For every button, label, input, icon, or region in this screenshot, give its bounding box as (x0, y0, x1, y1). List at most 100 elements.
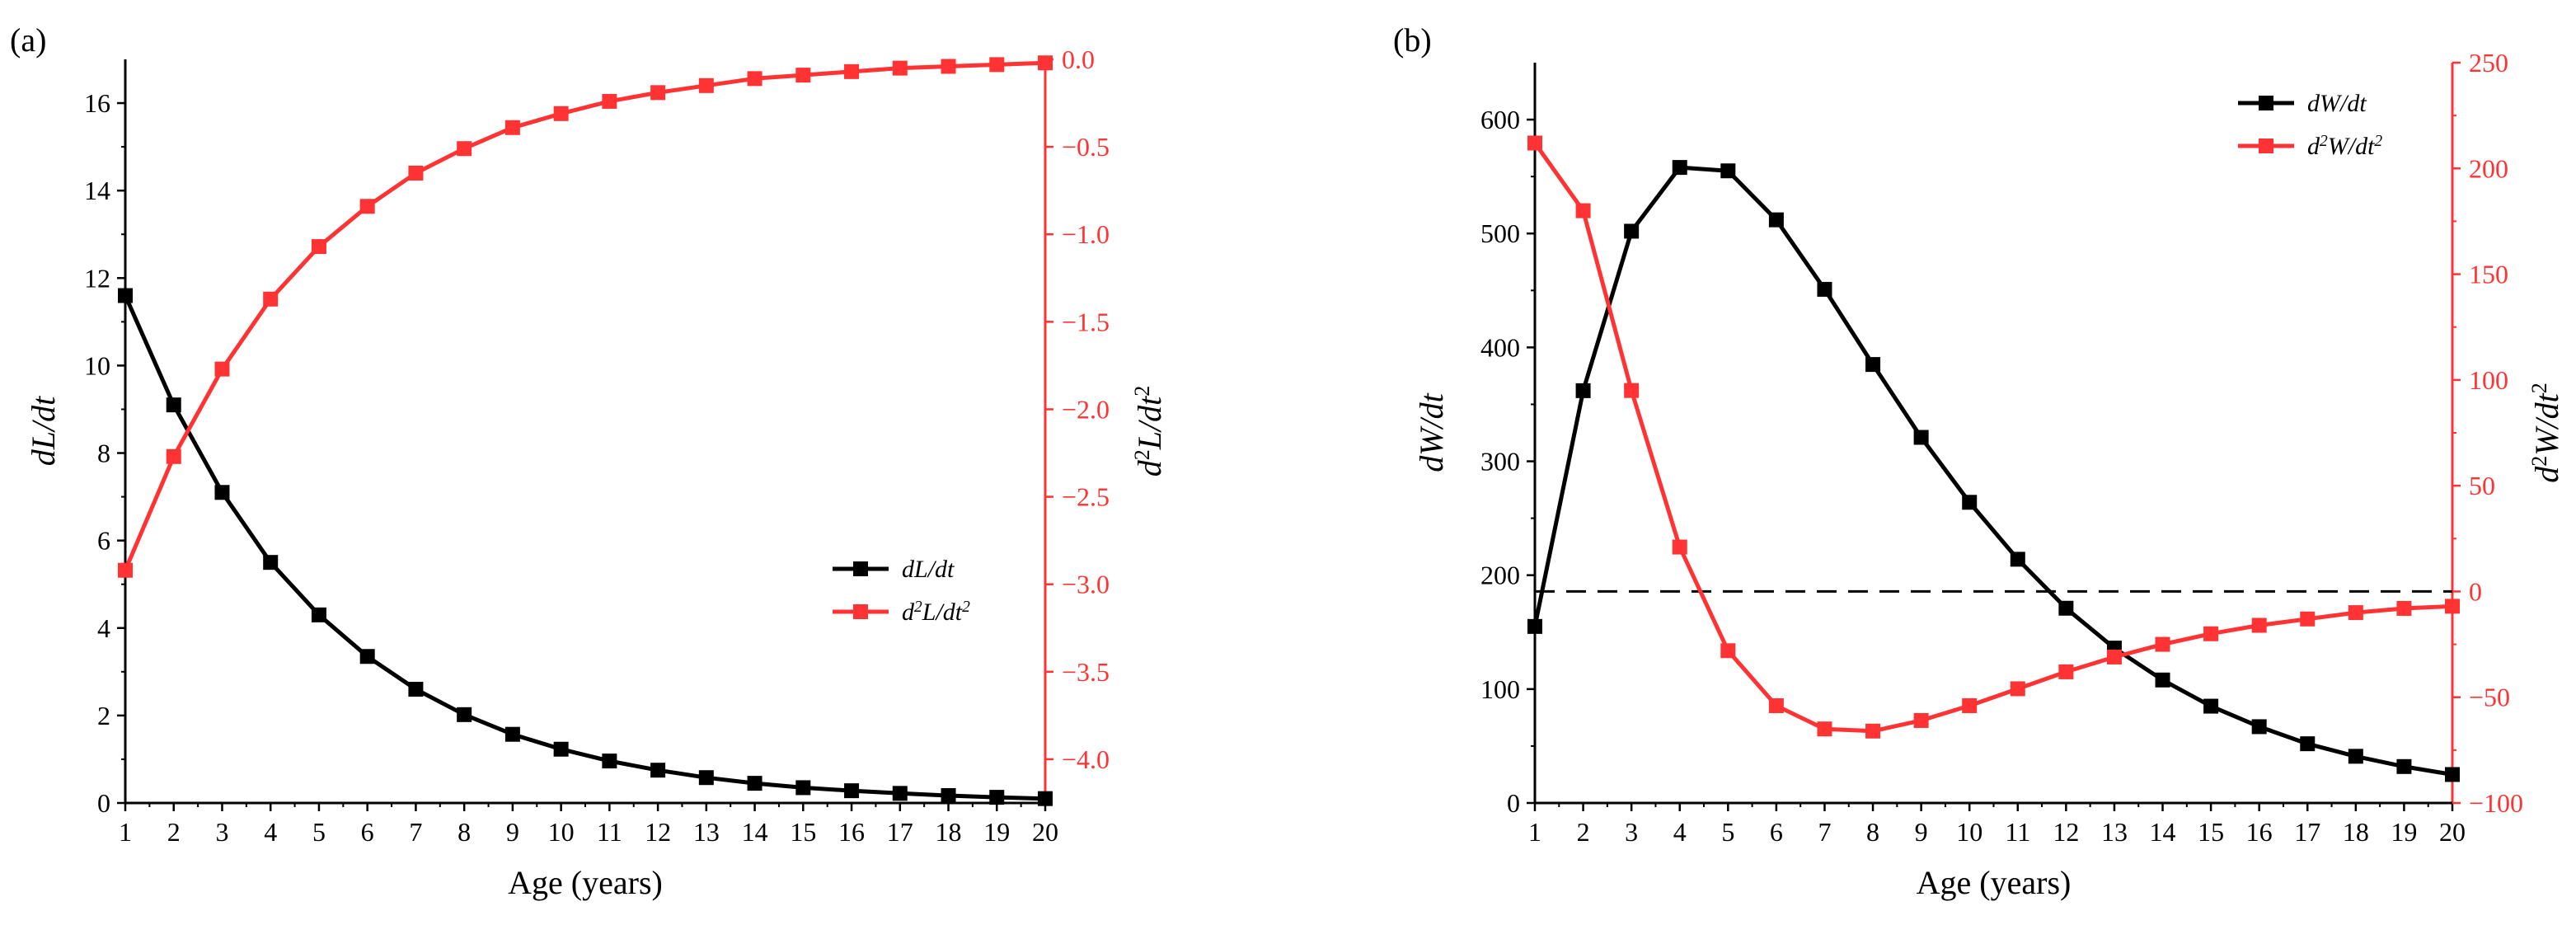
panel-a-series-point-first (989, 790, 1005, 805)
panel-a-x-tick-label: 1 (119, 817, 132, 847)
panel-a-series-point-first (1038, 791, 1053, 806)
panel-a-left-tick-label: 8 (97, 439, 110, 468)
panel-b-series-point-first (2445, 767, 2460, 782)
panel-a-legend-entry-part: L/dt (922, 599, 963, 626)
panel-a-x-axis-title: Age (years) (508, 864, 663, 901)
panel-b-x-tick-label: 2 (1577, 817, 1590, 847)
panel-a-series-point-first (892, 786, 908, 801)
panel-b-series-point-first (1624, 223, 1640, 239)
panel-b-x-tick-label: 7 (1818, 817, 1831, 847)
panel-a-x-tick-label: 18 (936, 817, 962, 847)
panel-a-left-tick-label: 0 (97, 788, 110, 818)
panel-b-series-point-first (1575, 383, 1591, 398)
panel-a-series-line-first (123, 294, 1046, 801)
panel-b-series-point-second (2251, 617, 2267, 633)
panel-a-left-axis-title: dL/dt (25, 396, 62, 466)
panel-a-series-point-second (263, 291, 279, 307)
panel-a-right-tick-label: −1.5 (1062, 307, 1110, 336)
panel-a-series-point-second (892, 60, 908, 76)
panel-a-series-point-second (747, 71, 762, 87)
panel-b-series-point-second (1962, 697, 1978, 713)
panel-b-left-tick-label: 300 (1480, 447, 1520, 477)
panel-b-right-tick-label: 250 (2469, 48, 2508, 77)
panel-a-series-point-second (504, 120, 520, 135)
panel-a-right-axis-title-part: L/dt (1131, 396, 1168, 450)
panel-b-left-tick-label: 100 (1480, 674, 1520, 704)
panel-a-left-tick-label: 16 (84, 88, 110, 118)
panel-a-x-tick-label: 7 (409, 817, 422, 847)
panel-a-right-tick-label: −3.0 (1062, 570, 1110, 599)
panel-b-series-point-first (1865, 357, 1881, 373)
panel-b-series-point-first (2203, 698, 2219, 714)
panel-a-series-point-first (504, 726, 520, 742)
panel-b-series-line-second (1532, 142, 2453, 734)
panel-b-legend-marker (2259, 139, 2273, 153)
panel-b-x-tick-label: 16 (2246, 817, 2273, 847)
panel-b-series-point-second (1720, 643, 1736, 659)
panel-b-series-point-first (2251, 719, 2267, 735)
panel-b-series-point-second (2348, 605, 2363, 621)
panel-a-series-point-first (650, 763, 666, 778)
panel-a-series-point-second (650, 85, 666, 101)
panel-a-label: (a) (10, 21, 46, 59)
panel-b-x-tick-label: 11 (2005, 817, 2030, 847)
panel-b-series-point-first (1962, 495, 1978, 510)
panel-b-legend-entry-part: W/dt (2328, 133, 2375, 160)
panel-a-right-tick-label: −4.0 (1062, 744, 1110, 774)
panel-a-series-point-second (989, 57, 1005, 73)
panel-b-legend-marker (2259, 96, 2273, 110)
panel-a-series-point-second (166, 448, 181, 464)
panel-a-series-point-first (553, 741, 569, 757)
panel-a-right-tick-label: −0.5 (1062, 132, 1110, 162)
panel-a-series-point-first (214, 485, 230, 500)
panel-b-x-tick-label: 15 (2198, 817, 2224, 847)
panel-b-series-point-first (2058, 600, 2074, 616)
panel-a-series-point-first (311, 607, 326, 622)
panel-a-legend-marker (853, 561, 868, 576)
panel-a-right-tick-label: −2.0 (1062, 394, 1110, 424)
panel-a-x-tick-label: 11 (597, 817, 622, 847)
panel-a-legend-marker (853, 604, 868, 619)
panel-b-right-axis-title-part: 2 (2527, 456, 2551, 467)
panel-b-right-tick-label: 150 (2469, 260, 2508, 289)
panel-a-left-tick-label: 12 (84, 263, 110, 293)
panel-b-series-line-first (1532, 165, 2453, 777)
panel-b-series-point-second (2106, 649, 2122, 664)
panel-b-series-point-second (1575, 203, 1591, 218)
panel-a-series-point-first (359, 649, 375, 664)
panel-a-x-tick-label: 8 (457, 817, 471, 847)
panel-a-series-point-first (844, 783, 860, 799)
panel-a-x-tick-label: 5 (312, 817, 326, 847)
panel-b-left-tick-label: 600 (1480, 105, 1520, 134)
panel-b-series-point-first (1672, 160, 1687, 176)
panel-b-series-point-second (2155, 636, 2170, 652)
panel-b-left-tick-label: 500 (1480, 218, 1520, 248)
panel-a-series-point-second (311, 239, 326, 255)
panel-a-series-point-first (457, 707, 472, 722)
panel-b-x-tick-label: 18 (2343, 817, 2369, 847)
panel-a-legend-entry: d2L/dt2 (902, 599, 970, 627)
panel-a-x-tick-label: 9 (506, 817, 519, 847)
panel-a-x-tick-label: 3 (215, 817, 228, 847)
panel-a-left-tick-label: 4 (97, 613, 110, 643)
panel-b-x-tick-label: 19 (2391, 817, 2417, 847)
panel-a-x-tick-label: 13 (693, 817, 720, 847)
panel-b-left-tick-label: 200 (1480, 561, 1520, 590)
panel-b-series-point-second (1527, 135, 1542, 151)
panel-a-x-tick-label: 20 (1032, 817, 1058, 847)
panel-b-series-point-second (1817, 721, 1832, 737)
panel-b-series-point-first (2396, 758, 2412, 774)
panel-a-x-tick-label: 17 (887, 817, 913, 847)
panel-a-series-line-second (123, 60, 1046, 571)
panel-a-legend-entry-part: d (902, 599, 915, 626)
panel-b-x-tick-label: 14 (2150, 817, 2176, 847)
panel-a-x-tick-label: 14 (742, 817, 768, 847)
panel-b-legend-entry-part: d (2307, 133, 2320, 160)
panel-a-left-tick-label: 14 (84, 176, 110, 205)
panel-a-right-tick-label: 0.0 (1062, 45, 1095, 74)
panel-a-x-tick-label: 12 (645, 817, 671, 847)
panel-a-series-point-first (747, 776, 762, 791)
panel-a-series-point-first (408, 682, 424, 697)
panel-b-x-axis-title: Age (years) (1917, 864, 2072, 901)
panel-a-series-point-first (602, 754, 617, 769)
